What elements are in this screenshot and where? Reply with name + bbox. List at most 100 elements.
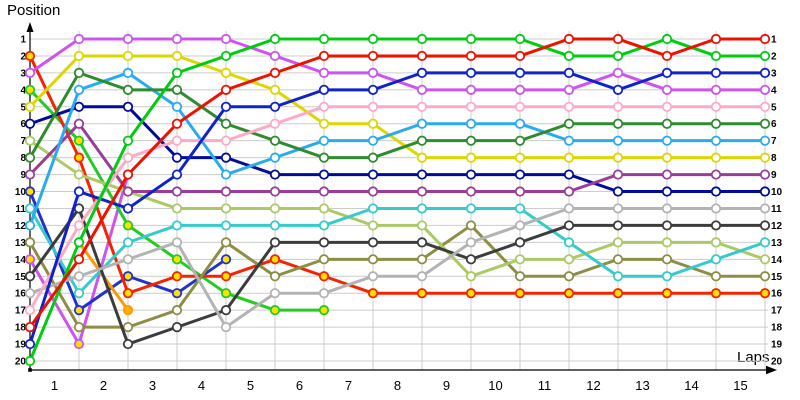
position-tick-label-right: 5 <box>771 102 777 113</box>
series-line-finisher-10 <box>29 105 765 194</box>
data-point-finisher-4 <box>710 84 722 95</box>
position-tick-label-left: 17 <box>15 306 27 317</box>
data-point-finisher-8 <box>24 101 36 112</box>
data-point-finisher-1 <box>24 322 36 333</box>
data-point-finisher-10 <box>514 169 526 180</box>
data-point-finisher-3 <box>122 203 134 214</box>
data-point-finisher-6 <box>122 84 134 95</box>
data-point-finisher-5 <box>563 101 575 112</box>
data-point-finisher-14 <box>416 220 428 231</box>
data-point-finisher-15 <box>661 254 673 265</box>
data-point-finisher-5 <box>416 101 428 112</box>
position-tick-label-left: 5 <box>20 102 26 113</box>
data-point-retired-a <box>24 84 36 95</box>
data-point-finisher-14 <box>24 135 36 146</box>
data-point-finisher-10 <box>465 169 477 180</box>
data-point-finisher-7 <box>73 84 85 95</box>
data-point-finisher-4 <box>759 84 771 95</box>
data-point-finisher-15 <box>710 271 722 282</box>
data-point-finisher-3 <box>73 186 85 197</box>
data-point-finisher-3 <box>465 67 477 78</box>
data-point-finisher-16 <box>514 288 526 299</box>
data-point-finisher-5 <box>367 101 379 112</box>
data-point-finisher-8 <box>661 152 673 163</box>
data-point-finisher-11 <box>514 220 526 231</box>
data-point-finisher-8 <box>367 118 379 129</box>
data-point-finisher-13 <box>563 237 575 248</box>
data-point-finisher-14 <box>563 254 575 265</box>
data-point-retired-a <box>73 135 85 146</box>
data-point-retired-d <box>24 254 36 265</box>
data-point-finisher-2 <box>759 50 771 62</box>
data-point-finisher-6 <box>24 152 36 163</box>
data-point-finisher-10 <box>171 152 183 163</box>
data-point-finisher-4 <box>661 84 673 95</box>
data-point-retired-b <box>122 305 134 316</box>
data-point-finisher-9 <box>220 186 232 197</box>
position-tick-label-left: 12 <box>15 221 27 232</box>
data-point-finisher-2 <box>465 33 477 45</box>
data-point-finisher-13 <box>514 203 526 214</box>
data-point-finisher-13 <box>220 220 232 231</box>
data-point-finisher-8 <box>318 118 330 129</box>
position-tick-label-left: 6 <box>20 119 26 130</box>
data-point-finisher-2 <box>171 67 183 78</box>
data-point-finisher-1 <box>612 33 624 45</box>
position-tick-label-left: 10 <box>15 187 27 198</box>
data-point-finisher-12 <box>122 338 134 350</box>
data-point-finisher-11 <box>416 271 428 282</box>
data-point-finisher-11 <box>122 254 134 265</box>
data-point-retired-d <box>73 338 85 350</box>
data-point-finisher-14 <box>710 237 722 248</box>
lap-tick-label: 15 <box>733 378 747 393</box>
position-tick-label-right: 7 <box>771 136 777 147</box>
data-point-finisher-2 <box>73 237 85 248</box>
data-point-finisher-9 <box>367 186 379 197</box>
data-point-finisher-10 <box>24 118 36 129</box>
x-axis-arrowhead-icon <box>766 365 777 375</box>
data-point-finisher-8 <box>220 67 232 78</box>
data-point-finisher-7 <box>661 135 673 146</box>
position-tick-label-left: 9 <box>20 170 26 181</box>
data-point-finisher-3 <box>661 67 673 78</box>
series-line-finisher-6 <box>28 71 765 160</box>
lap-tick-label: 2 <box>100 378 107 393</box>
data-point-finisher-9 <box>710 169 722 180</box>
data-point-finisher-1 <box>269 67 281 78</box>
data-point-finisher-7 <box>220 169 232 180</box>
data-point-finisher-13 <box>465 203 477 214</box>
data-point-finisher-16 <box>367 288 379 299</box>
data-point-finisher-9 <box>171 186 183 197</box>
position-tick-label-right: 1 <box>771 35 777 46</box>
data-point-finisher-16 <box>171 271 183 282</box>
data-point-finisher-8 <box>514 152 526 163</box>
data-point-finisher-12 <box>563 220 575 231</box>
data-point-finisher-1 <box>171 118 183 129</box>
data-point-finisher-9 <box>563 186 575 197</box>
data-point-finisher-7 <box>710 135 722 146</box>
position-tick-label-right: 8 <box>771 153 777 164</box>
data-point-finisher-3 <box>612 84 624 95</box>
data-point-finisher-9 <box>24 169 36 180</box>
data-point-finisher-1 <box>563 33 575 45</box>
data-point-finisher-12 <box>416 237 428 248</box>
lap-tick-label: 12 <box>586 378 600 393</box>
lap-tick-label: 11 <box>538 378 552 393</box>
data-point-finisher-1 <box>318 50 330 62</box>
data-point-finisher-5 <box>171 135 183 146</box>
position-tick-label-left: 16 <box>15 289 27 300</box>
data-point-finisher-16 <box>73 152 85 163</box>
series-line-finisher-11 <box>29 206 765 330</box>
data-point-finisher-5 <box>661 101 673 112</box>
data-point-finisher-7 <box>612 135 624 146</box>
data-point-finisher-10 <box>318 169 330 180</box>
data-point-finisher-8 <box>122 50 134 62</box>
data-point-finisher-16 <box>318 271 330 282</box>
data-point-finisher-1 <box>710 33 722 45</box>
data-point-finisher-6 <box>416 135 428 146</box>
data-point-finisher-13 <box>73 288 85 299</box>
data-point-finisher-3 <box>269 101 281 112</box>
lap-tick-label: 3 <box>149 378 156 393</box>
